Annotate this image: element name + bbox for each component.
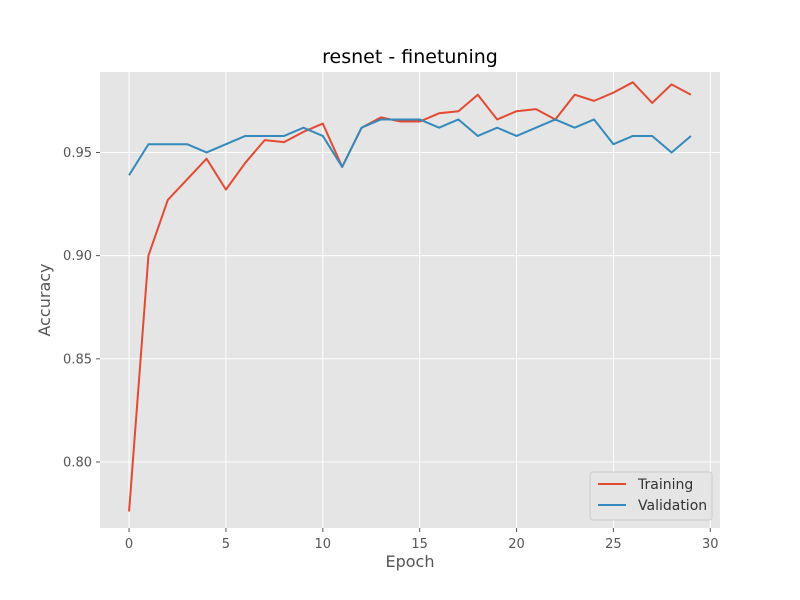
chart-title: resnet - finetuning xyxy=(322,46,498,68)
x-tick-label: 5 xyxy=(222,537,230,552)
x-tick-label: 15 xyxy=(411,537,428,552)
legend-label-validation: Validation xyxy=(638,498,707,514)
y-tick-labels: 0.80 0.85 0.90 0.95 xyxy=(63,146,100,470)
legend: Training Validation xyxy=(589,471,713,521)
x-axis-label: Epoch xyxy=(386,552,435,571)
x-tick-label: 10 xyxy=(315,537,332,552)
y-tick-label: 0.90 xyxy=(63,249,92,264)
y-tick-label: 0.85 xyxy=(63,352,92,367)
y-tick-label: 0.80 xyxy=(63,455,92,470)
x-tick-label: 30 xyxy=(702,537,719,552)
x-tick-label: 20 xyxy=(508,537,525,552)
y-axis-label: Accuracy xyxy=(35,263,54,336)
series-line-validation xyxy=(128,118,692,176)
series-lines xyxy=(128,81,692,512)
y-tick-label: 0.95 xyxy=(63,146,92,161)
series-line-training xyxy=(128,81,692,512)
x-tick-label: 25 xyxy=(605,537,622,552)
x-tick-labels: 0 5 10 15 20 25 30 xyxy=(125,528,719,552)
grid xyxy=(100,72,720,528)
plot-area xyxy=(100,72,720,528)
legend-label-training: Training xyxy=(637,477,693,493)
x-tick-label: 0 xyxy=(125,537,133,552)
